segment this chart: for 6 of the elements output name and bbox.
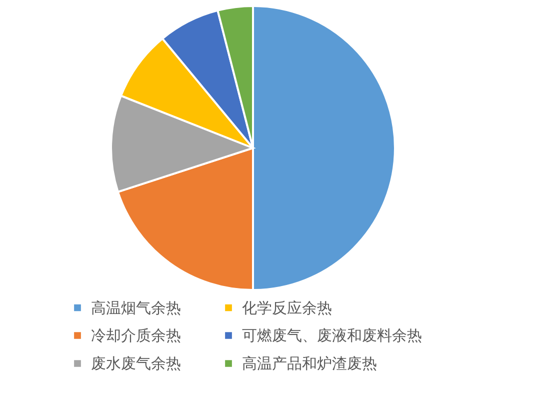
legend-label: 冷却介质余热	[91, 328, 181, 344]
legend-label: 高温产品和炉渣废热	[242, 356, 377, 372]
legend-label: 高温烟气余热	[91, 300, 181, 317]
legend-label: 可燃废气、废液和废料余热	[242, 328, 422, 344]
legend-label: 废水废气余热	[91, 356, 181, 372]
legend-label: 化学反应余热	[242, 300, 332, 317]
